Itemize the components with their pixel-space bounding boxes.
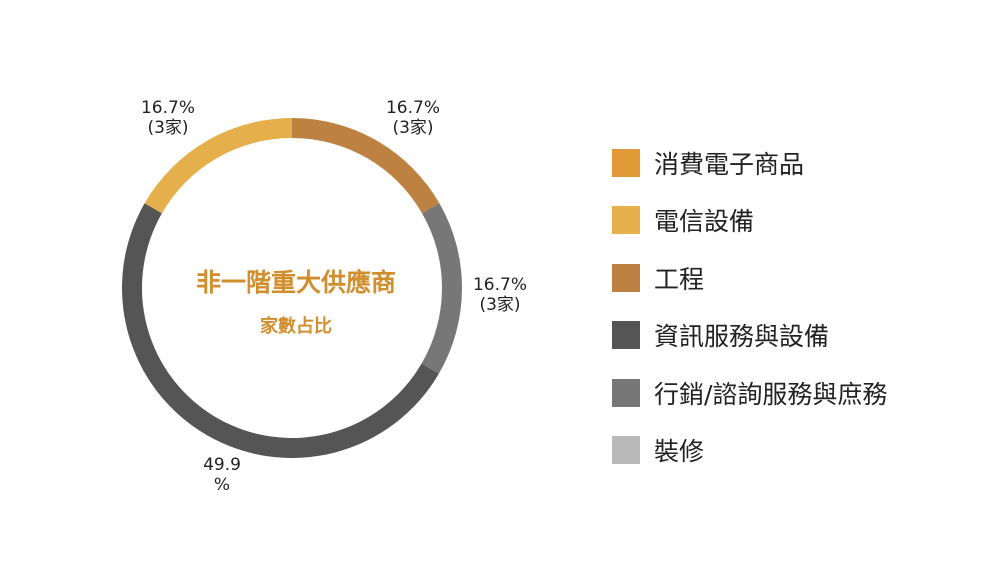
chart-subtitle: 家數占比 bbox=[260, 315, 332, 337]
legend-label: 電信設備 bbox=[654, 207, 755, 237]
slice-1 bbox=[144, 118, 292, 214]
slice-label-2: 16.7% (3家) bbox=[386, 98, 440, 138]
slice-2 bbox=[292, 118, 440, 214]
legend-swatch bbox=[612, 148, 640, 177]
legend-label: 消費電子商品 bbox=[654, 149, 805, 179]
slice-label-3: 49.9% bbox=[203, 455, 241, 495]
donut-slices bbox=[122, 118, 462, 458]
legend-item: 電信設備 bbox=[612, 192, 887, 250]
legend-swatch bbox=[612, 321, 640, 350]
legend-item: 消費電子商品 bbox=[612, 134, 887, 192]
legend-swatch bbox=[612, 206, 640, 235]
chart-title: 非一階重大供應商 bbox=[196, 268, 396, 297]
legend-label: 資訊服務與設備 bbox=[654, 322, 830, 352]
slice-label-1: 16.7% (3家) bbox=[141, 98, 195, 138]
legend-label: 工程 bbox=[654, 264, 705, 294]
legend-swatch bbox=[612, 436, 640, 465]
legend-swatch bbox=[612, 263, 640, 292]
legend-item: 工程 bbox=[612, 249, 887, 307]
legend-swatch bbox=[612, 378, 640, 407]
legend: 消費電子商品 電信設備工程資訊服務與設備行銷/諮詢服務與庶務 裝修 bbox=[612, 134, 887, 479]
legend-item: 資訊服務與設備 bbox=[612, 307, 887, 365]
legend-label: 行銷/諮詢服務與庶務 bbox=[654, 379, 888, 409]
legend-label: 裝修 bbox=[654, 437, 705, 467]
slice-4 bbox=[421, 203, 462, 374]
slice-labels: 16.7% (3家) 16.7% (3家) 49.9 % 16.7% (3家) bbox=[141, 98, 527, 495]
legend-item: 裝修 bbox=[612, 422, 887, 480]
legend-item: 行銷/諮詢服務與庶務 bbox=[612, 364, 887, 422]
slice-label-4: 16.7% (3家) bbox=[473, 275, 527, 315]
slice-3 bbox=[122, 203, 439, 458]
